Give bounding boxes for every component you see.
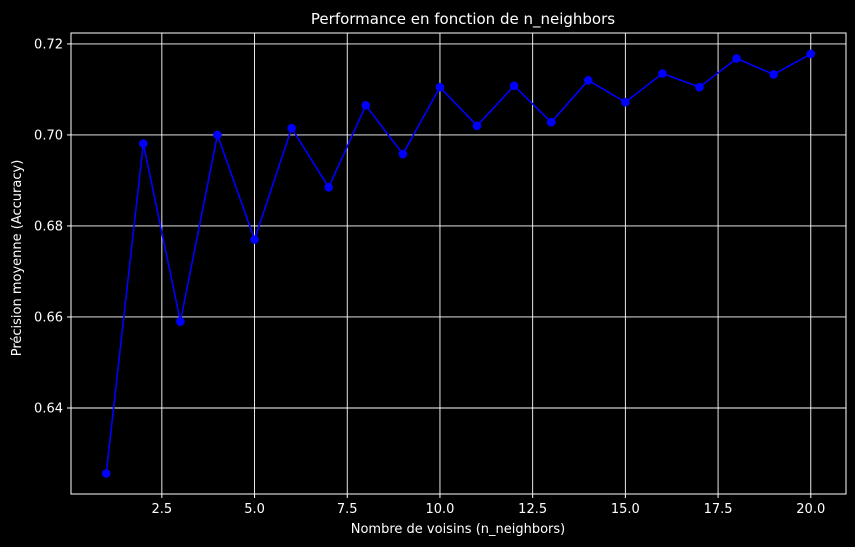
- data-point: [287, 123, 296, 133]
- series-layer: [101, 49, 816, 478]
- data-point: [101, 469, 111, 478]
- x-tick-label: 20.0: [796, 502, 825, 517]
- data-point: [139, 139, 148, 148]
- y-tick-label: 0.64: [34, 401, 63, 416]
- data-point: [176, 317, 185, 326]
- data-point: [324, 182, 334, 192]
- series-line: [105, 53, 812, 474]
- data-point: [732, 54, 741, 63]
- data-point: [361, 101, 371, 110]
- data-point: [546, 117, 556, 127]
- grid: [71, 33, 846, 494]
- data-point: [398, 149, 408, 159]
- data-point: [621, 97, 630, 107]
- x-tick-label: 17.5: [704, 502, 733, 517]
- x-tick-label: 12.5: [518, 502, 547, 517]
- y-tick-label: 0.66: [34, 310, 63, 325]
- data-point: [695, 82, 704, 92]
- data-point: [769, 70, 778, 79]
- x-tick-label: 7.5: [337, 502, 358, 517]
- x-tick-label: 5.0: [244, 502, 265, 517]
- data-point: [435, 82, 445, 92]
- x-tick-label: 2.5: [152, 502, 173, 517]
- y-axis-label: Précision moyenne (Accuracy): [10, 160, 25, 357]
- data-point: [583, 76, 593, 85]
- x-axis-ticks: 2.5 5.0 7.5 10.0 12.5 15.0 17.5 20.0: [152, 494, 825, 517]
- data-point: [213, 130, 222, 140]
- y-tick-label: 0.68: [34, 219, 63, 234]
- plot-frame: [70, 32, 847, 495]
- data-point: [806, 49, 816, 59]
- x-tick-label: 15.0: [611, 502, 640, 517]
- data-point: [472, 121, 482, 131]
- chart-title: Performance en fonction de n_neighbors: [311, 10, 615, 29]
- y-axis-ticks: 0.64 0.66 0.68 0.70 0.72: [34, 37, 71, 416]
- data-point: [509, 81, 519, 91]
- y-tick-label: 0.72: [34, 37, 63, 52]
- x-tick-label: 10.0: [425, 502, 454, 517]
- x-axis-label: Nombre de voisins (n_neighbors): [351, 522, 566, 537]
- data-point: [250, 235, 259, 244]
- y-tick-label: 0.70: [34, 128, 63, 143]
- data-point: [658, 69, 667, 78]
